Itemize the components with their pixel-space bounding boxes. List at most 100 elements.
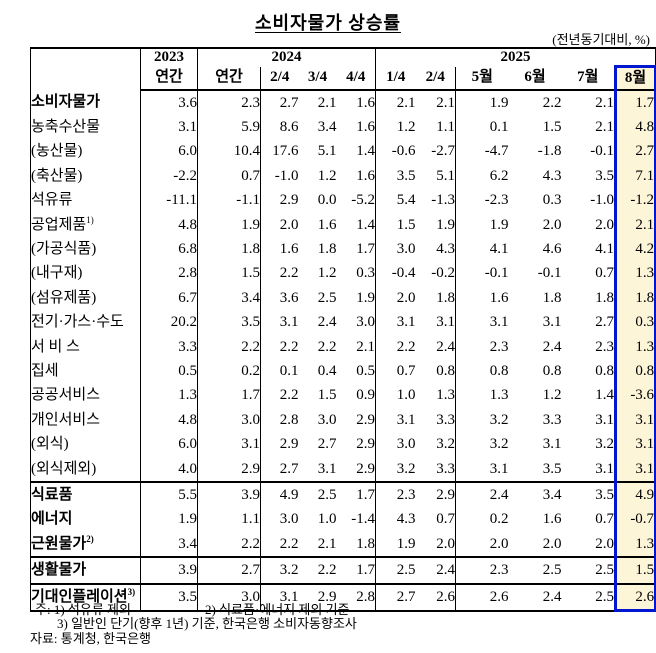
corner-cell: [30, 48, 141, 90]
value-cell: 3.4: [197, 286, 261, 311]
value-cell: 2.8: [336, 582, 376, 611]
value-cell: 2.2: [542, 94, 562, 111]
value-cell: -0.1: [484, 265, 509, 282]
value-cell: 1.5: [317, 387, 337, 404]
value-cell: -0.2: [415, 261, 456, 287]
value-cell: 3.0: [336, 310, 376, 335]
footnote-3: 3) 일반인 단기(향후 1년) 기준, 한국은행 소비자동향조사: [57, 616, 357, 631]
value-cell: 4.3: [396, 511, 416, 528]
footnote-1: 주: 1) 석유류 제외: [35, 602, 131, 617]
year-group-header: 2025: [500, 48, 531, 65]
row-label: 개인서비스: [30, 408, 141, 433]
value-cell: 3.1: [595, 411, 614, 428]
value-cell: 1.0: [396, 387, 416, 404]
table-row: 공공서비스 1.3 1.7 2.2 1.5 0.9 1.0 1.3 1.3 1.2 1.4 -3.6: [30, 383, 656, 409]
table-row: 석유류 -11.1 -1.1 2.9 0.0 -5.2 5.4 -1.3 -2.3 0.3 -1.0…: [30, 188, 656, 213]
header-sub-row: 연간 연간 2/4 3/4 4/4 1/4 2/4 5월 6월 7월 8월: [31, 65, 656, 91]
table-row: 공업제품1) 4.8 1.9 2.0 1.6 1.4 1.5 1.9 1.9 2.0 2.0 2.1: [30, 212, 656, 238]
footnote-2: 2) 식료품·에너지 제외 기준: [205, 602, 350, 617]
value-cell: 0.5: [336, 359, 376, 384]
row-label: 식료품: [30, 481, 141, 508]
value-cell: 3.1: [197, 432, 261, 457]
column-header: 3/4: [298, 66, 337, 91]
column-header: 7월: [561, 66, 616, 91]
row-label: 에너지: [30, 507, 141, 533]
value-cell: -1.8: [537, 143, 562, 160]
value-cell: 4.1: [489, 241, 509, 258]
table-row: 집세 0.5 0.2 0.1 0.4 0.5 0.7 0.8 0.8 0.8 0.8 0.8: [30, 359, 656, 384]
value-cell: 2.2: [197, 532, 261, 558]
value-cell: 3.5: [542, 460, 562, 477]
value-cell: 1.6: [336, 164, 376, 189]
value-cell: 2.3: [455, 556, 509, 584]
table-row: 전기·가스·수도 20.2 3.5 3.1 2.4 3.0 3.1 3.1 3.1 3.1 2.7 0…: [30, 310, 656, 335]
value-cell: 10.4: [197, 139, 261, 165]
value-cell: 4.8: [140, 408, 198, 433]
value-cell: -0.6: [391, 143, 416, 160]
value-cell: 2.3: [595, 338, 614, 355]
value-cell: 2.9: [336, 432, 376, 457]
value-cell: 1.3: [489, 387, 509, 404]
value-cell: 2.0: [595, 535, 614, 552]
source-note: 자료: 통계청, 한국은행: [30, 631, 152, 646]
value-cell: 3.1: [542, 314, 562, 331]
value-cell: 2.1: [595, 94, 614, 111]
highlighted-value-cell: 0.8: [613, 359, 656, 384]
highlighted-value-cell: -0.7: [613, 507, 656, 533]
value-cell: 3.0: [396, 436, 416, 453]
highlighted-value-cell: 2.1: [613, 212, 656, 238]
value-cell: 1.6: [279, 241, 299, 258]
value-cell: 3.1: [542, 436, 562, 453]
value-cell: -2.7: [415, 139, 456, 165]
value-cell: 2.1: [415, 90, 456, 116]
table-row: (농산물) 6.0 10.4 17.6 5.1 1.4 -0.6 -2.7 -4.7 -1.8 -0…: [30, 139, 656, 165]
value-cell: 1.4: [336, 212, 376, 238]
highlighted-value-cell: 3.1: [613, 408, 656, 433]
value-cell: 3.0: [279, 511, 299, 528]
value-cell: 2.9: [279, 436, 299, 453]
value-cell: 3.2: [415, 432, 456, 457]
row-label: 생활물가: [30, 556, 141, 584]
row-label: 석유류: [30, 188, 141, 213]
value-cell: 1.6: [489, 289, 509, 306]
highlighted-value-cell: -1.2: [613, 188, 656, 213]
value-cell: 4.3: [415, 237, 456, 262]
value-cell: 1.6: [336, 115, 376, 140]
value-cell: 8.6: [279, 119, 299, 136]
value-cell: 0.9: [336, 383, 376, 409]
value-cell: 2.7: [279, 460, 299, 477]
value-cell: 1.8: [317, 241, 337, 258]
value-cell: 1.5: [197, 261, 261, 287]
column-header: 2/4: [260, 66, 299, 91]
table-row: 생활물가 3.9 2.7 3.2 2.2 1.7 2.5 2.4 2.3 2.5 2.5 1.5: [30, 556, 656, 584]
value-cell: 3.1: [489, 314, 509, 331]
value-cell: 20.2: [140, 310, 198, 335]
value-cell: 6.8: [140, 237, 198, 262]
value-cell: 1.3: [415, 383, 456, 409]
highlighted-value-cell: 2.7: [613, 139, 656, 165]
row-label: 전기·가스·수도: [30, 310, 141, 335]
value-cell: -1.0: [274, 167, 299, 184]
value-cell: 2.5: [561, 582, 616, 611]
value-cell: 3.5: [396, 167, 416, 184]
value-cell: 1.7: [336, 237, 376, 262]
value-cell: 0.7: [197, 164, 261, 189]
table-row: 농축수산물 3.1 5.9 8.6 3.4 1.6 1.2 1.1 0.1 1.5 2.1 4.8: [30, 115, 656, 140]
value-cell: 3.4: [317, 119, 337, 136]
value-cell: 2.3: [197, 90, 261, 116]
value-cell: 2.5: [298, 481, 337, 508]
value-cell: 1.6: [317, 216, 337, 233]
value-cell: 3.5: [595, 167, 614, 184]
value-cell: 2.9: [336, 456, 376, 483]
value-cell: 1.8: [197, 237, 261, 262]
value-cell: 1.4: [336, 139, 376, 165]
row-label: (외식): [30, 432, 141, 457]
highlighted-value-cell: 1.7: [613, 90, 656, 116]
value-cell: 3.3: [415, 456, 456, 483]
value-cell: 2.1: [317, 535, 337, 552]
value-cell: 0.7: [595, 511, 614, 528]
value-cell: 2.5: [561, 556, 616, 584]
value-cell: 2.2: [317, 338, 337, 355]
value-cell: 1.2: [396, 119, 416, 136]
